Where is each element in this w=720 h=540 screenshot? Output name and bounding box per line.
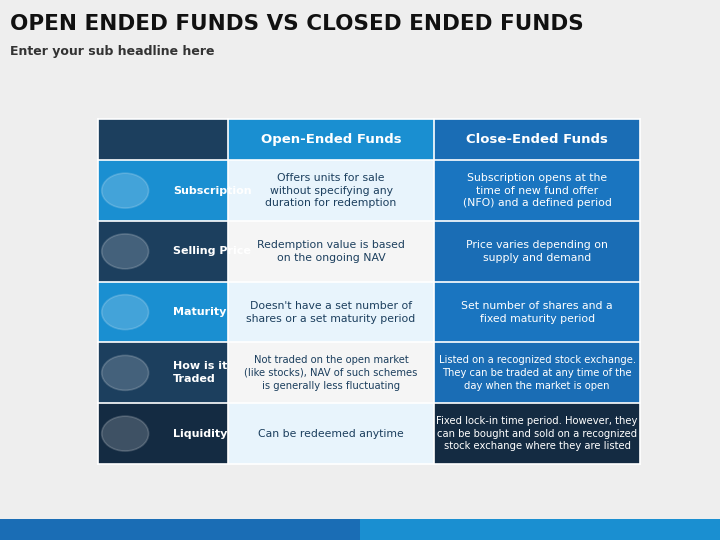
Text: How is it
Traded: How is it Traded xyxy=(174,361,228,384)
Bar xyxy=(98,160,228,221)
Bar xyxy=(434,119,640,160)
Bar xyxy=(228,160,434,221)
Text: Offers units for sale
without specifying any
duration for redemption: Offers units for sale without specifying… xyxy=(266,173,397,208)
Text: Subscription: Subscription xyxy=(174,186,252,195)
Text: Redemption value is based
on the ongoing NAV: Redemption value is based on the ongoing… xyxy=(257,240,405,263)
Bar xyxy=(434,160,640,221)
Bar xyxy=(98,119,228,160)
Bar xyxy=(434,342,640,403)
Text: Can be redeemed anytime: Can be redeemed anytime xyxy=(258,429,404,438)
Text: Liquidity: Liquidity xyxy=(174,429,228,438)
Text: Doesn't have a set number of
shares or a set maturity period: Doesn't have a set number of shares or a… xyxy=(246,301,415,323)
Text: Maturity: Maturity xyxy=(174,307,227,317)
Circle shape xyxy=(102,295,148,329)
Bar xyxy=(228,221,434,282)
Bar xyxy=(98,403,228,464)
Bar xyxy=(228,342,434,403)
Text: Enter your sub headline here: Enter your sub headline here xyxy=(10,45,215,58)
Circle shape xyxy=(102,355,148,390)
Text: Set number of shares and a
fixed maturity period: Set number of shares and a fixed maturit… xyxy=(462,301,613,323)
Circle shape xyxy=(102,173,148,208)
Text: Fixed lock-in time period. However, they
can be bought and sold on a recognized
: Fixed lock-in time period. However, they… xyxy=(436,416,638,451)
Text: Subscription opens at the
time of new fund offer
(NFO) and a defined period: Subscription opens at the time of new fu… xyxy=(463,173,611,208)
Bar xyxy=(434,221,640,282)
Text: OPEN ENDED FUNDS VS CLOSED ENDED FUNDS: OPEN ENDED FUNDS VS CLOSED ENDED FUNDS xyxy=(10,14,584,33)
Text: Open-Ended Funds: Open-Ended Funds xyxy=(261,133,401,146)
Text: Listed on a recognized stock exchange.
They can be traded at any time of the
day: Listed on a recognized stock exchange. T… xyxy=(438,355,636,390)
Text: Price varies depending on
supply and demand: Price varies depending on supply and dem… xyxy=(466,240,608,263)
Bar xyxy=(434,282,640,342)
Circle shape xyxy=(102,234,148,269)
Bar xyxy=(434,403,640,464)
Bar xyxy=(228,119,434,160)
Text: Not traded on the open market
(like stocks), NAV of such schemes
is generally le: Not traded on the open market (like stoc… xyxy=(244,355,418,390)
Bar xyxy=(98,282,228,342)
Text: Selling Price: Selling Price xyxy=(174,246,251,256)
Bar xyxy=(228,282,434,342)
Bar xyxy=(98,221,228,282)
Bar xyxy=(228,403,434,464)
Circle shape xyxy=(102,416,148,451)
Text: Close-Ended Funds: Close-Ended Funds xyxy=(466,133,608,146)
Bar xyxy=(98,342,228,403)
